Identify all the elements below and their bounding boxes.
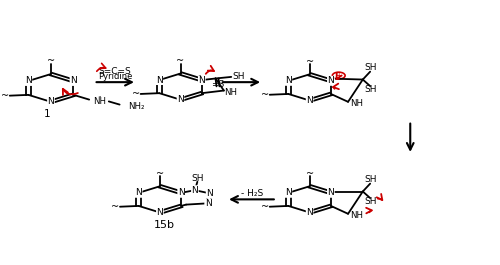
Text: N: N bbox=[70, 77, 77, 86]
Text: N: N bbox=[25, 77, 32, 86]
Text: N: N bbox=[328, 188, 334, 197]
Text: =S: =S bbox=[212, 80, 224, 89]
Text: ~: ~ bbox=[260, 202, 269, 212]
Text: 15b: 15b bbox=[154, 220, 176, 230]
Text: S=C=S: S=C=S bbox=[99, 67, 132, 76]
Text: ~: ~ bbox=[111, 202, 119, 212]
Text: SH: SH bbox=[364, 197, 376, 206]
Text: NH: NH bbox=[350, 99, 364, 108]
Text: N: N bbox=[48, 97, 54, 106]
Text: N: N bbox=[156, 208, 164, 217]
Text: Pyridine: Pyridine bbox=[98, 72, 132, 81]
Text: NH: NH bbox=[224, 88, 237, 97]
Text: SH: SH bbox=[364, 64, 376, 73]
Text: N: N bbox=[192, 186, 198, 195]
Text: N: N bbox=[136, 188, 142, 197]
Text: ~: ~ bbox=[306, 169, 314, 179]
Text: ··: ·· bbox=[198, 72, 202, 81]
Text: N: N bbox=[306, 208, 313, 217]
Text: +: + bbox=[336, 71, 342, 80]
Text: ~: ~ bbox=[132, 89, 140, 99]
Text: ~: ~ bbox=[47, 56, 55, 67]
Text: N: N bbox=[177, 95, 184, 104]
Text: - H₂S: - H₂S bbox=[241, 189, 264, 198]
Text: N: N bbox=[285, 76, 292, 85]
Text: NH: NH bbox=[350, 211, 364, 220]
Text: ··: ·· bbox=[97, 93, 102, 102]
Text: N: N bbox=[306, 96, 313, 105]
Text: SH: SH bbox=[364, 175, 376, 184]
Text: N: N bbox=[205, 199, 212, 208]
Text: ~: ~ bbox=[306, 57, 314, 67]
Text: NH₂: NH₂ bbox=[128, 102, 144, 111]
Text: ~: ~ bbox=[156, 169, 164, 179]
Text: SH: SH bbox=[364, 85, 376, 94]
Text: N: N bbox=[198, 76, 205, 85]
Text: ~: ~ bbox=[1, 91, 9, 101]
Text: N: N bbox=[206, 189, 213, 198]
Text: N: N bbox=[178, 188, 184, 197]
Text: N: N bbox=[328, 76, 334, 85]
Text: SH: SH bbox=[191, 174, 203, 183]
Text: 1: 1 bbox=[44, 109, 51, 119]
Text: ~: ~ bbox=[176, 56, 184, 66]
Text: ~: ~ bbox=[260, 90, 269, 100]
Text: NH: NH bbox=[93, 97, 106, 106]
Text: N: N bbox=[285, 188, 292, 197]
Text: N: N bbox=[156, 76, 162, 85]
Text: SH: SH bbox=[233, 72, 245, 81]
